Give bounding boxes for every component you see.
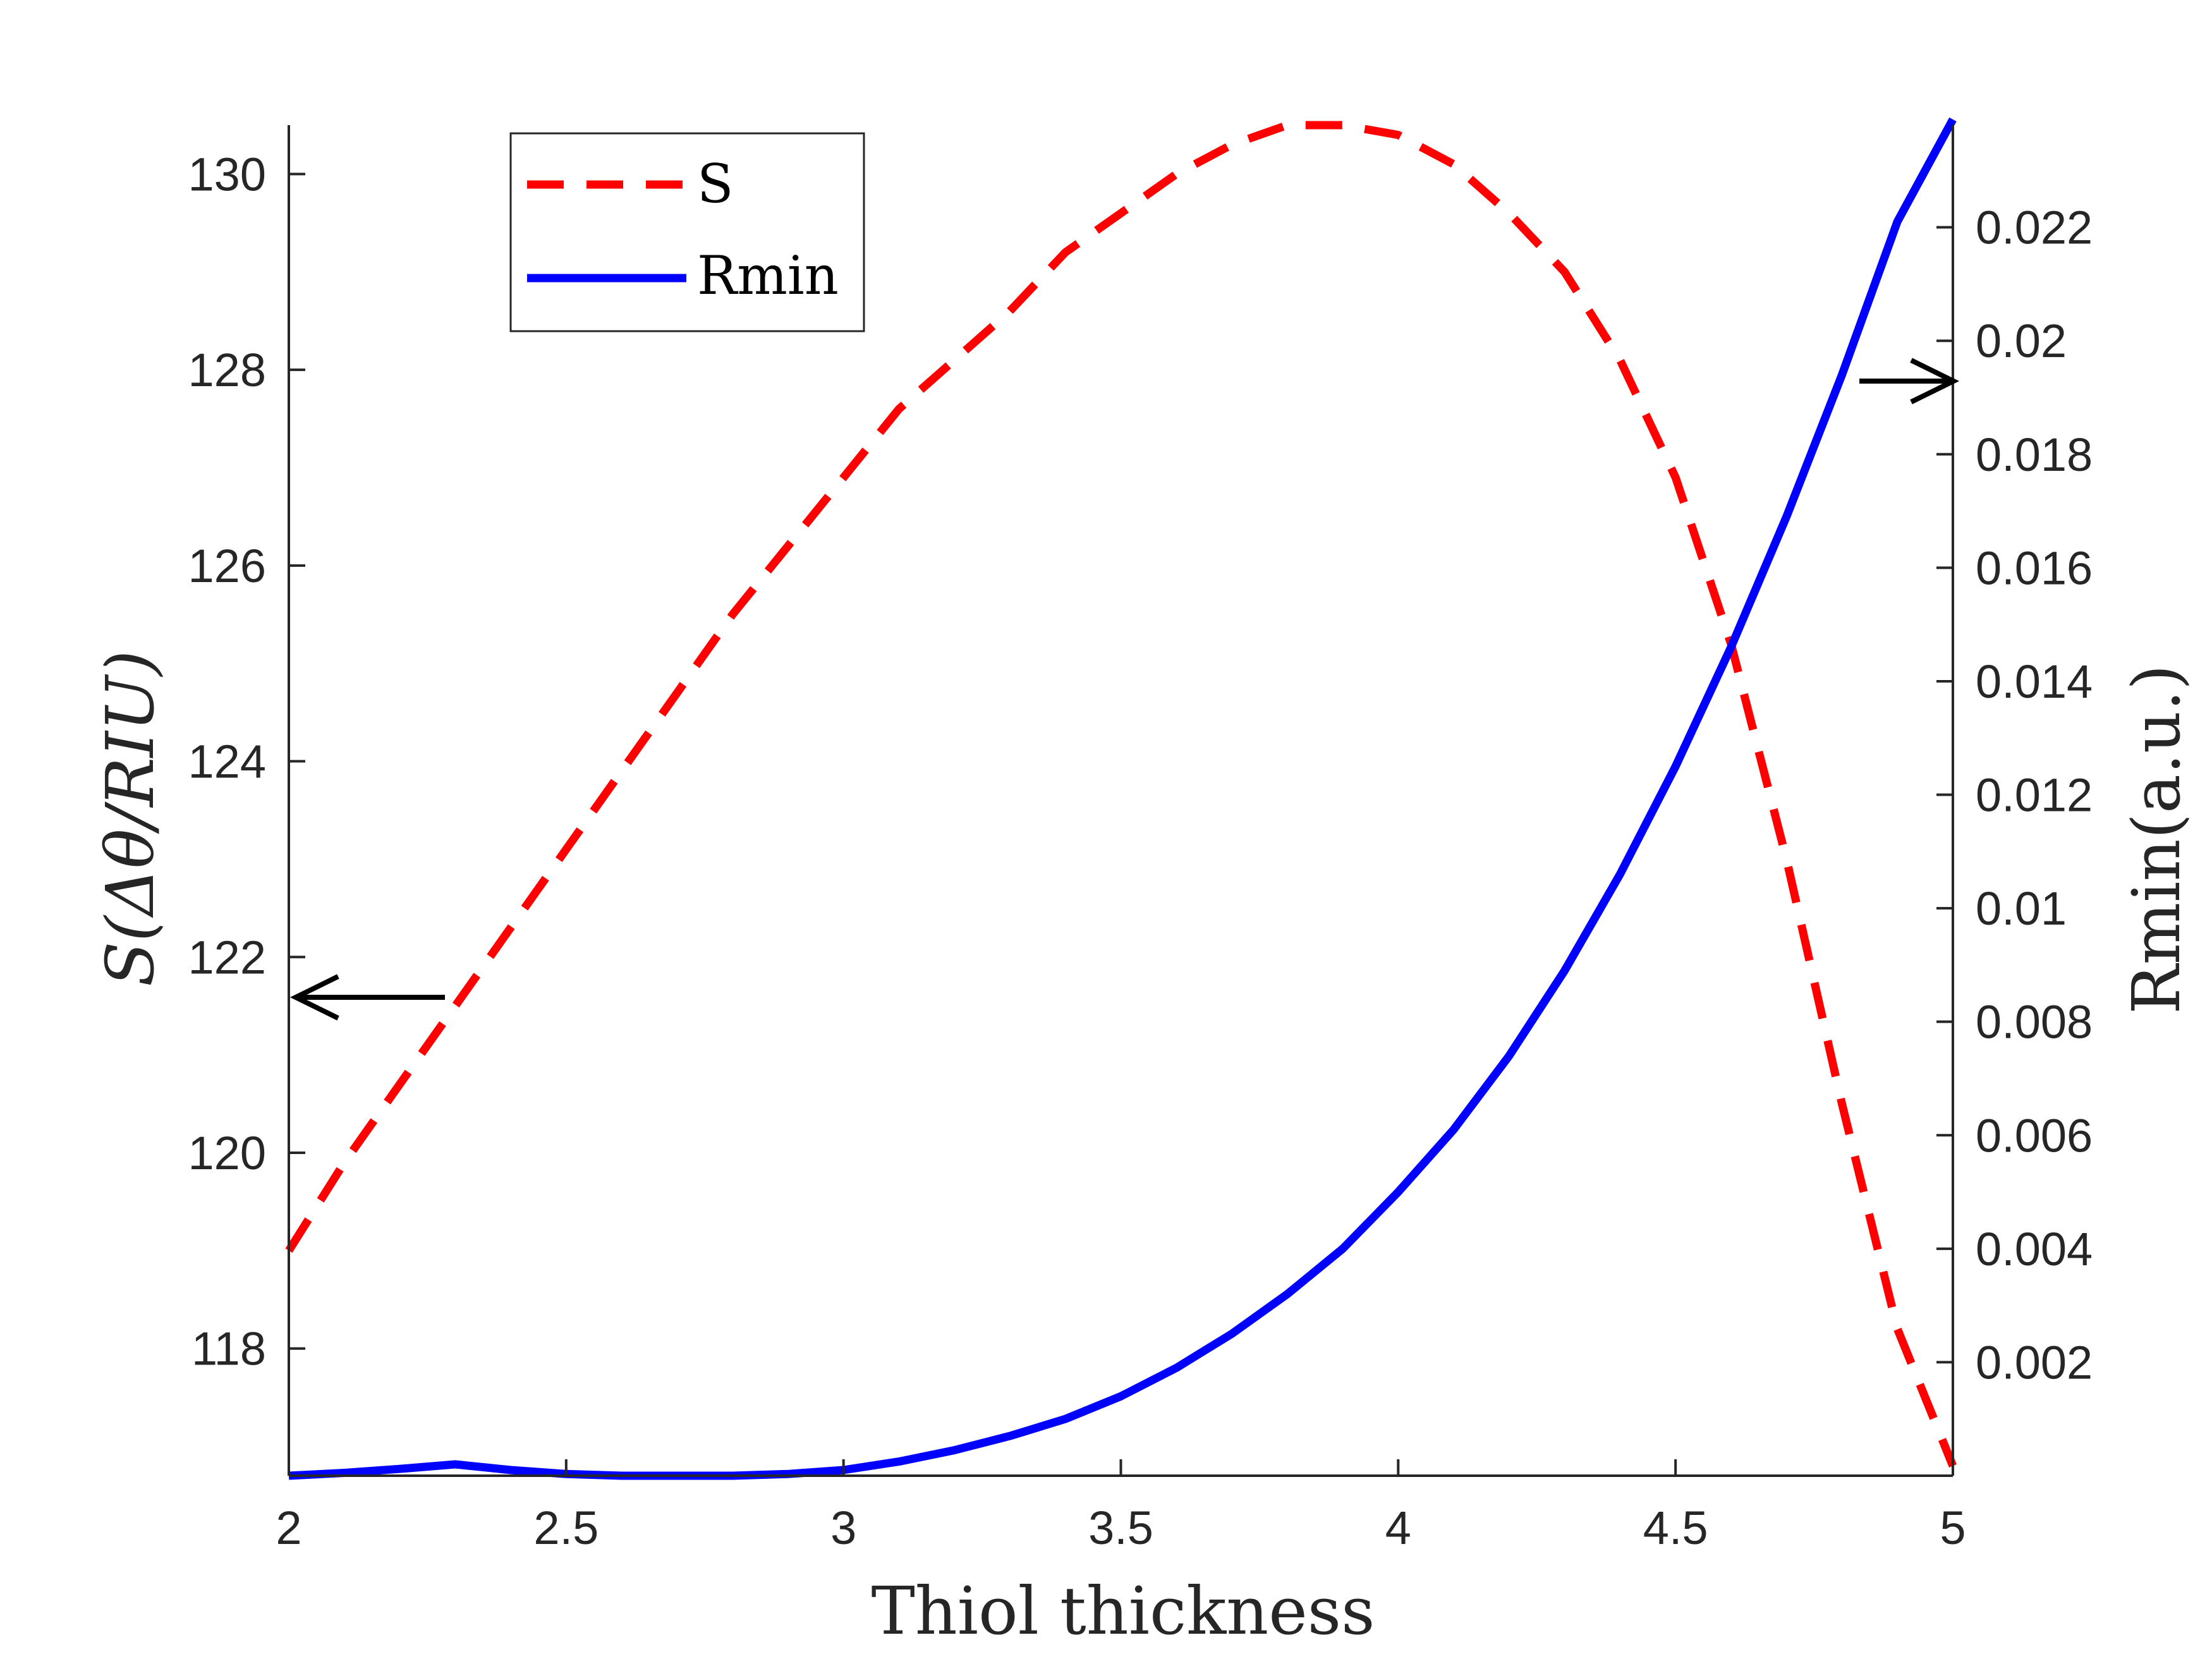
right-y-axis-title: Rmin(a.u.) <box>2118 664 2195 1014</box>
left-y-tick-label: 130 <box>188 148 266 200</box>
right-y-tick-label: 0.008 <box>1976 996 2093 1048</box>
left-y-tick-label: 128 <box>188 344 266 396</box>
left-y-axis-title: S(Δθ/RIU) <box>92 650 169 987</box>
legend-label-s: S <box>697 153 734 215</box>
left-y-tick-label: 118 <box>191 1323 266 1375</box>
legend-box <box>509 132 865 332</box>
x-tick-label: 5 <box>1940 1502 1966 1554</box>
x-tick-label: 2 <box>276 1502 301 1554</box>
right-y-tick-label: 0.006 <box>1976 1109 2093 1162</box>
left-y-tick-label: 124 <box>188 736 266 788</box>
right-y-tick-label: 0.004 <box>1976 1223 2093 1275</box>
x-tick-label: 3.5 <box>1088 1502 1153 1554</box>
left-axis-arrow <box>289 974 445 1021</box>
series-line-s <box>285 121 1957 1468</box>
right-y-tick-label: 0.018 <box>1976 428 2093 481</box>
right-y-tick-label: 0.012 <box>1976 769 2093 822</box>
right-y-tick-label: 0.016 <box>1976 542 2093 594</box>
legend-label-rmin: Rmin <box>697 245 839 307</box>
x-axis-title: Thiol thickness <box>871 1572 1375 1650</box>
ticks-layer: 2 2.5 3 3.5 4 4.5 5 118 120 122 124 126 128 130 0.002 0… <box>188 148 2093 1554</box>
right-y-tick-label: 0.01 <box>1976 882 2067 935</box>
x-tick-label: 2.5 <box>533 1502 599 1554</box>
right-y-tick-label: 0.022 <box>1976 202 2093 254</box>
x-tick-label: 4.5 <box>1643 1502 1708 1554</box>
left-y-tick-label: 126 <box>188 540 266 592</box>
x-tick-label: 3 <box>830 1502 856 1554</box>
left-y-tick-label: 122 <box>188 931 266 983</box>
x-tick-label: 4 <box>1385 1502 1411 1554</box>
left-y-tick-label: 120 <box>188 1127 266 1179</box>
right-y-tick-label: 0.014 <box>1976 655 2093 708</box>
right-y-tick-label: 0.002 <box>1976 1336 2093 1389</box>
right-y-tick-label: 0.02 <box>1976 315 2067 367</box>
legend: S Rmin <box>509 132 865 332</box>
right-axis-arrow <box>1859 358 1960 404</box>
